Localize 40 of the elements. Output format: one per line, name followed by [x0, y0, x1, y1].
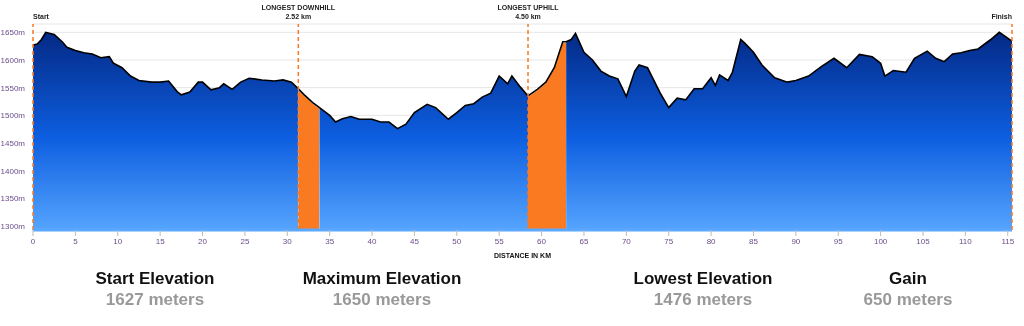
text: Gain	[888, 268, 928, 289]
x-tick-label: 55	[494, 236, 505, 246]
x-tick-label: 5	[73, 236, 79, 246]
y-tick-label: 1600m	[0, 55, 26, 65]
x-tick-label: 50	[452, 236, 462, 246]
y-tick-label: 1300m	[0, 221, 26, 231]
x-tick-label: 25	[240, 236, 250, 246]
text: 1627 meters	[104, 289, 206, 310]
text: Maximum Elevation	[301, 268, 463, 289]
x-tick-label: 15	[155, 236, 166, 246]
x-tick-label: 95	[833, 236, 844, 246]
x-tick-label: 115	[1001, 236, 1015, 246]
y-tick-label: 1350m	[0, 194, 26, 204]
x-tick-label: 20	[198, 236, 208, 246]
x-tick-label: 35	[325, 236, 335, 246]
x-tick-label: 40	[367, 236, 378, 246]
y-tick-label: 1550m	[0, 83, 26, 93]
x-tick-label: 0	[30, 236, 36, 246]
x-tick-label: 10	[113, 236, 123, 246]
x-tick-label: 75	[664, 236, 674, 246]
y-tick-label: 1450m	[0, 138, 26, 148]
x-tick-label: 30	[282, 236, 293, 246]
x-tick-label: 90	[791, 236, 801, 246]
y-tick-label: 1400m	[0, 166, 26, 176]
x-tick-label: 80	[706, 236, 717, 246]
x-tick-label: 60	[537, 236, 547, 246]
text: 1476 meters	[652, 289, 754, 310]
x-tick-label: 70	[621, 236, 632, 246]
text: 1650 meters	[331, 289, 433, 310]
text: 650 meters	[862, 289, 954, 310]
x-tick-label: 105	[916, 236, 931, 246]
x-tick-label: 65	[579, 236, 589, 246]
x-tick-label: 45	[409, 236, 420, 246]
x-tick-label: 85	[749, 236, 759, 246]
x-tick-label: 110	[959, 236, 973, 246]
y-tick-label: 1500m	[0, 111, 26, 121]
y-tick-label: 1650m	[0, 28, 26, 38]
x-tick-label: 100	[873, 236, 888, 246]
text: Start Elevation	[94, 268, 216, 289]
text: Lowest Elevation	[632, 268, 774, 289]
